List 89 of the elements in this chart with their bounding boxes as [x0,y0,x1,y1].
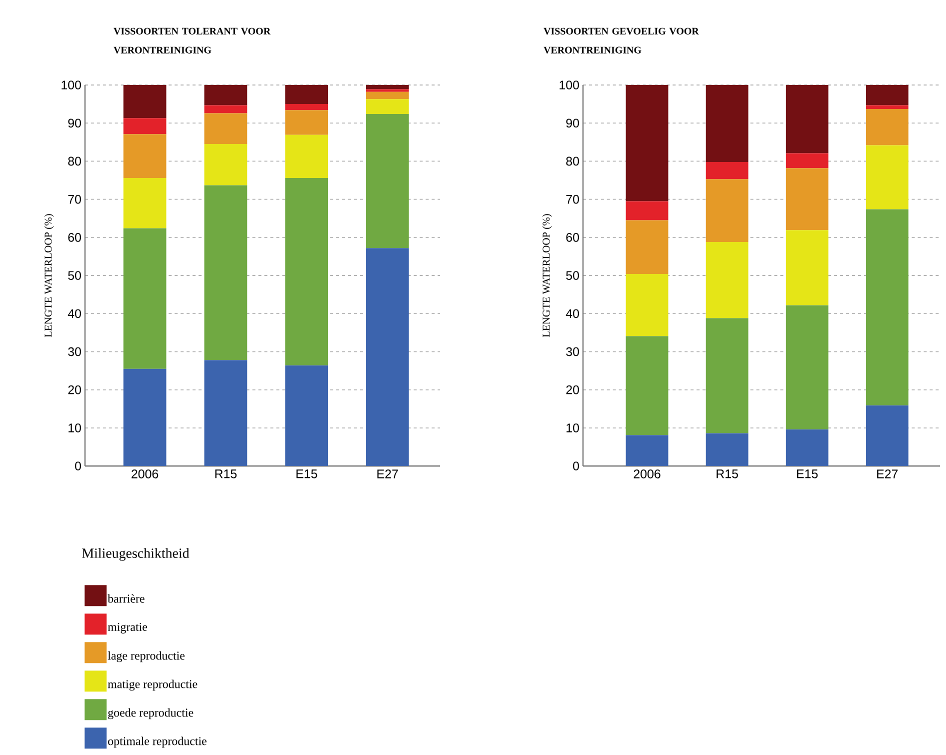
bar [866,405,908,466]
bar [204,360,248,466]
legend-label: matige reproductie [108,680,198,691]
y-tick-label: 0 [573,462,579,470]
bar [285,365,328,466]
legend-label: lage reproductie [108,651,185,662]
bar [123,368,166,466]
chart-title: VISSOORTEN GEVOELIG VOOR VERONTREINIGING [544,28,699,54]
bar [366,114,409,248]
y-tick-label: 90 [68,118,81,128]
y-tick-label: 20 [68,385,81,394]
bar [786,153,828,168]
x-tick-label: E27 [377,470,398,478]
y-axis-title: LENGTE WATERLOOP (%) [44,214,54,338]
bar [366,99,409,114]
bar [285,85,328,104]
x-tick-label: E27 [877,470,898,478]
bar [285,110,328,135]
y-tick-label: 70 [566,194,579,204]
bar [123,118,166,134]
bar [866,145,908,210]
bar [123,228,166,369]
y-axis-title: LENGTE WATERLOOP (%) [542,214,552,338]
x-tick-label: E15 [296,470,318,478]
y-tick-label: 50 [566,271,579,280]
bar [366,92,409,100]
bar [706,318,748,434]
bar [866,105,908,110]
bar [366,248,409,466]
bar [786,230,828,306]
bar [123,178,166,228]
legend-label: barrière [108,594,144,603]
bar [366,89,409,92]
y-tick-label: 100 [62,80,81,90]
bar [786,85,828,154]
bar [285,134,328,178]
legend-label: optimale reproductie [108,736,206,748]
bar [706,433,748,466]
y-tick-label: 60 [68,233,81,242]
y-tick-label: 50 [68,271,81,280]
y-tick-label: 90 [566,118,579,128]
chart-title: VISSOORTEN TOLERANT VOOR VERONTREINIGING [114,28,271,54]
bar [786,168,828,230]
x-tick-label: 2006 [634,470,660,478]
y-tick-label: 10 [68,424,81,432]
legend-label: migratie [108,622,148,634]
y-tick-label: 100 [560,80,579,90]
bar [204,113,248,144]
bar [204,105,248,114]
bar [706,162,748,180]
x-tick-label: R15 [215,470,237,478]
bar [706,179,748,242]
bar [626,435,668,466]
bar [786,429,828,466]
bar [706,85,748,162]
bar [626,274,668,336]
y-tick-label: 70 [68,194,81,204]
bar [706,242,748,318]
bar [285,178,328,366]
y-tick-label: 80 [566,156,579,166]
bar [626,85,668,202]
bar [123,134,166,178]
bar [626,201,668,220]
bar [626,336,668,436]
x-tick-label: 2006 [132,470,158,478]
y-tick-label: 20 [566,385,579,394]
bar [285,104,328,110]
x-tick-label: R15 [716,470,738,478]
bar [204,185,248,360]
y-tick-label: 30 [68,347,81,356]
y-tick-label: 30 [566,347,579,356]
bar [866,209,908,406]
bar [626,220,668,274]
bar [366,85,409,90]
y-tick-label: 60 [566,233,579,242]
y-tick-label: 40 [566,309,579,318]
bar [866,109,908,146]
y-tick-label: 0 [75,462,81,470]
y-tick-label: 80 [68,156,81,166]
legend-label: goede reproductie [108,708,194,720]
bar [123,85,166,118]
bar [786,305,828,430]
legend-title: Milieugeschiktheid [82,548,190,561]
y-tick-label: 10 [566,424,579,432]
bar [204,85,248,106]
bar [866,85,908,106]
bar [204,144,248,186]
y-tick-label: 40 [68,309,81,318]
x-tick-label: E15 [797,470,818,478]
